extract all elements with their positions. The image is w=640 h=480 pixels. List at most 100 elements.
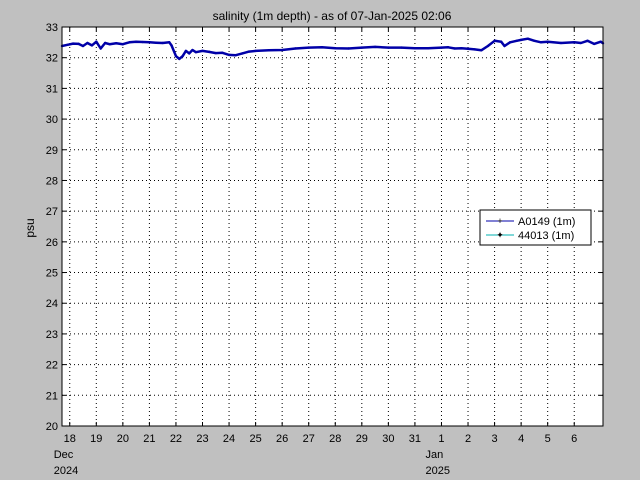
x-tick-label: 28	[329, 433, 341, 445]
chart-title: salinity (1m depth) - as of 07-Jan-2025 …	[213, 9, 452, 23]
y-tick-label: 30	[46, 114, 58, 126]
data-point	[460, 46, 463, 50]
x-tick-label: 3	[492, 433, 498, 445]
x-tick-label: 29	[356, 433, 368, 445]
data-point	[334, 46, 337, 50]
data-point	[148, 41, 151, 44]
legend-label-44013: 44013 (1m)	[518, 230, 574, 242]
legend-marker-44013: ✦	[496, 230, 504, 240]
x-tick-label: 21	[143, 433, 155, 445]
y-tick-label: 22	[46, 360, 58, 372]
data-point	[573, 41, 576, 44]
x-tick-label: 22	[170, 433, 182, 445]
data-point	[108, 42, 111, 46]
data-point	[141, 40, 144, 44]
data-point	[267, 49, 271, 52]
x-tick-label: 1	[438, 433, 444, 445]
y-tick-label: 20	[46, 421, 58, 433]
data-point	[599, 40, 602, 43]
data-point	[66, 43, 69, 47]
data-point	[559, 41, 563, 45]
data-point	[592, 42, 596, 46]
data-point	[188, 52, 191, 55]
data-point	[90, 44, 94, 47]
data-point	[227, 53, 231, 57]
y-tick-label: 27	[46, 206, 58, 218]
x-month-label: Jan	[425, 449, 443, 461]
data-point	[373, 45, 377, 49]
data-point	[181, 54, 184, 58]
y-tick-label: 23	[46, 329, 58, 341]
legend-label-a0149: A0149 (1m)	[518, 216, 575, 228]
data-point	[539, 41, 543, 44]
data-point	[154, 41, 158, 44]
data-point	[400, 46, 403, 49]
data-point	[579, 41, 583, 45]
data-point	[194, 50, 198, 54]
data-point	[440, 46, 443, 49]
x-tick-label: 31	[409, 433, 421, 445]
data-point	[473, 48, 476, 51]
data-point	[254, 49, 257, 53]
y-tick-label: 31	[46, 83, 58, 95]
x-tick-label: 27	[303, 433, 315, 445]
data-point	[426, 46, 430, 50]
data-point	[347, 47, 350, 50]
data-point	[95, 40, 98, 43]
x-tick-label: 5	[545, 433, 551, 445]
data-point	[446, 46, 450, 49]
data-point	[546, 40, 549, 43]
data-point	[121, 42, 125, 46]
data-point	[201, 49, 204, 53]
data-point	[503, 44, 506, 48]
y-tick-label: 21	[46, 390, 58, 402]
data-point	[86, 41, 89, 45]
y-axis-label: psu	[23, 218, 37, 237]
data-point	[103, 41, 107, 45]
data-point	[178, 57, 181, 61]
data-point	[500, 40, 503, 43]
y-tick-label: 29	[46, 145, 58, 157]
data-point	[207, 50, 211, 54]
x-year-label: 2025	[425, 465, 449, 477]
data-point	[168, 41, 171, 44]
x-tick-label: 20	[117, 433, 129, 445]
x-tick-label: 18	[64, 433, 76, 445]
x-tick-label: 24	[223, 433, 235, 445]
data-point	[241, 52, 244, 55]
data-point	[134, 40, 138, 43]
data-point	[99, 47, 102, 50]
data-point	[486, 44, 490, 48]
data-point	[214, 51, 217, 55]
data-point	[128, 41, 131, 44]
plot-frame	[61, 26, 604, 427]
x-tick-label: 25	[249, 433, 261, 445]
x-year-label: 2024	[54, 465, 78, 477]
series-layer	[60, 37, 605, 61]
y-tick-label: 24	[46, 298, 58, 310]
data-point	[77, 42, 80, 46]
data-point	[453, 47, 456, 50]
x-tick-label: 6	[571, 433, 577, 445]
x-tick-label: 23	[196, 433, 208, 445]
data-point	[320, 46, 324, 49]
x-tick-label: 19	[90, 433, 102, 445]
y-tick-label: 26	[46, 237, 58, 249]
y-tick-label: 33	[46, 22, 58, 34]
data-point	[360, 46, 364, 49]
data-point	[307, 46, 310, 49]
data-point	[71, 42, 75, 45]
data-point	[515, 39, 518, 43]
legend: + A0149 (1m) ✦ 44013 (1m)	[479, 209, 592, 246]
y-tick-label: 28	[46, 175, 58, 187]
y-tick-label: 25	[46, 268, 58, 280]
x-month-label: Dec	[54, 449, 74, 461]
data-point	[234, 54, 237, 57]
data-point	[115, 42, 118, 45]
grid-lines	[62, 27, 603, 426]
data-point	[466, 47, 470, 50]
data-point	[493, 39, 496, 43]
data-point	[280, 48, 284, 52]
